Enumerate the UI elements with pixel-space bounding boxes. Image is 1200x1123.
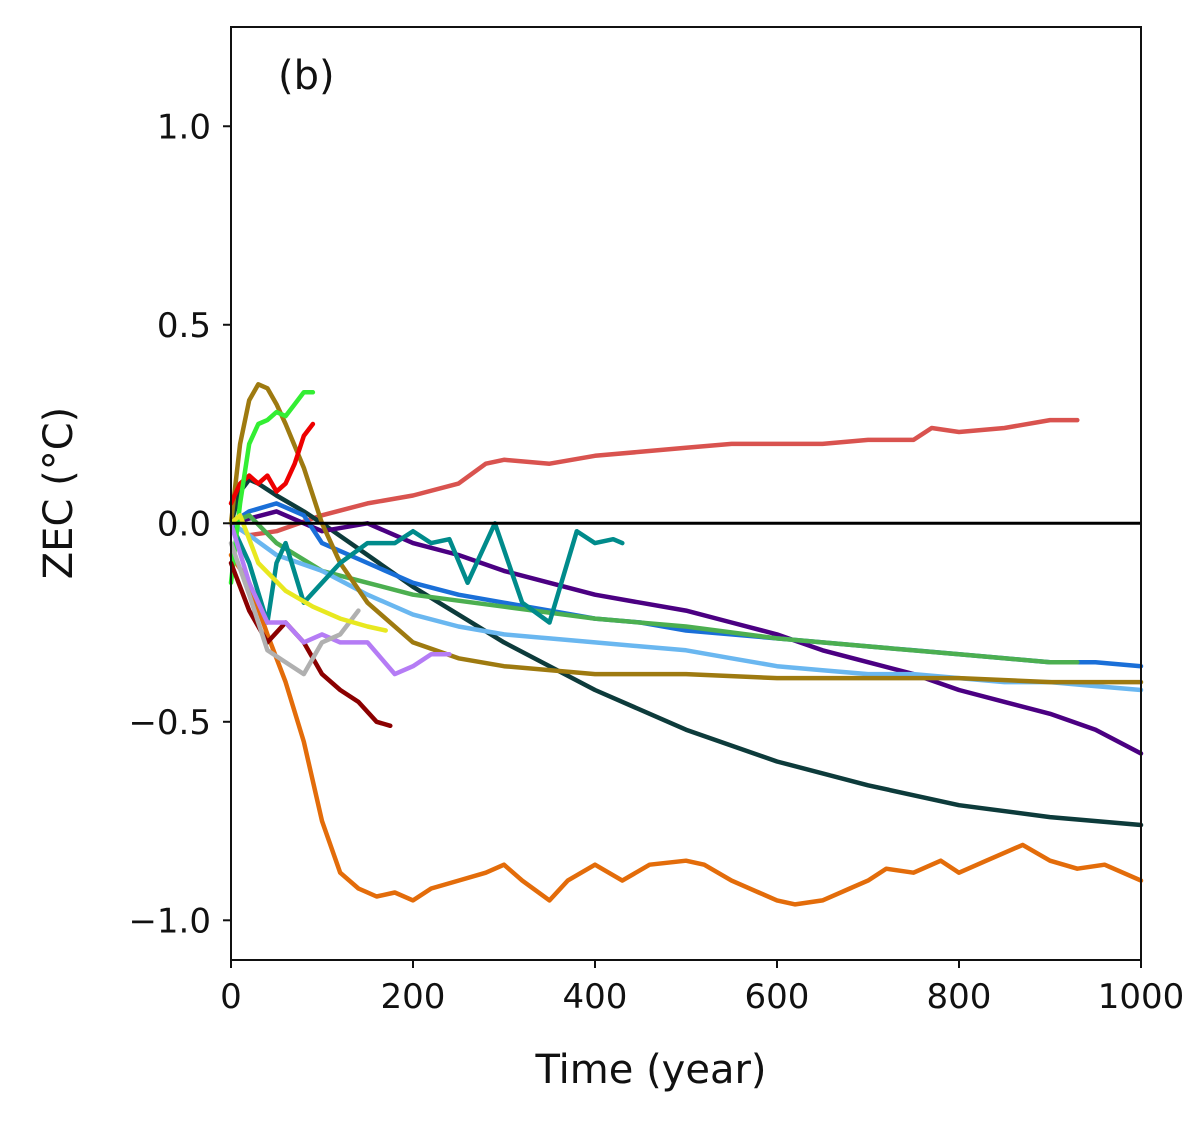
x-tick-label: 0 [220,977,242,1017]
y-tick-label: −1.0 [128,901,211,941]
y-axis-ticks: 1.0 0.5 0.0 −0.5 −1.0 [128,107,231,941]
x-tick-label: 400 [563,977,628,1017]
y-tick-label: 0.0 [157,504,211,544]
x-axis-title: Time (year) [534,1047,766,1093]
series-line-9 [228,521,625,625]
series-line-4 [228,509,1144,756]
series-line-14 [228,540,361,677]
plot-area [231,27,1141,960]
series-layer [228,382,1144,907]
series-line-8 [228,382,1144,685]
panel-label: (b) [278,53,335,99]
series-line-1 [228,417,1080,538]
plot-frame [230,26,1142,961]
series-line-11 [228,390,316,586]
x-tick-label: 200 [381,977,446,1017]
x-tick-label: 800 [927,977,992,1017]
y-tick-label: 0.5 [157,306,211,346]
x-tick-label: 1000 [1098,977,1185,1017]
y-tick-label: 1.0 [157,107,211,147]
y-tick-label: −0.5 [128,703,211,743]
x-axis-ticks: 0 200 400 600 800 1000 [220,960,1184,1017]
x-tick-label: 600 [745,977,810,1017]
y-axis-title: ZEC (°C) [36,407,82,579]
series-line-2 [228,552,1144,907]
